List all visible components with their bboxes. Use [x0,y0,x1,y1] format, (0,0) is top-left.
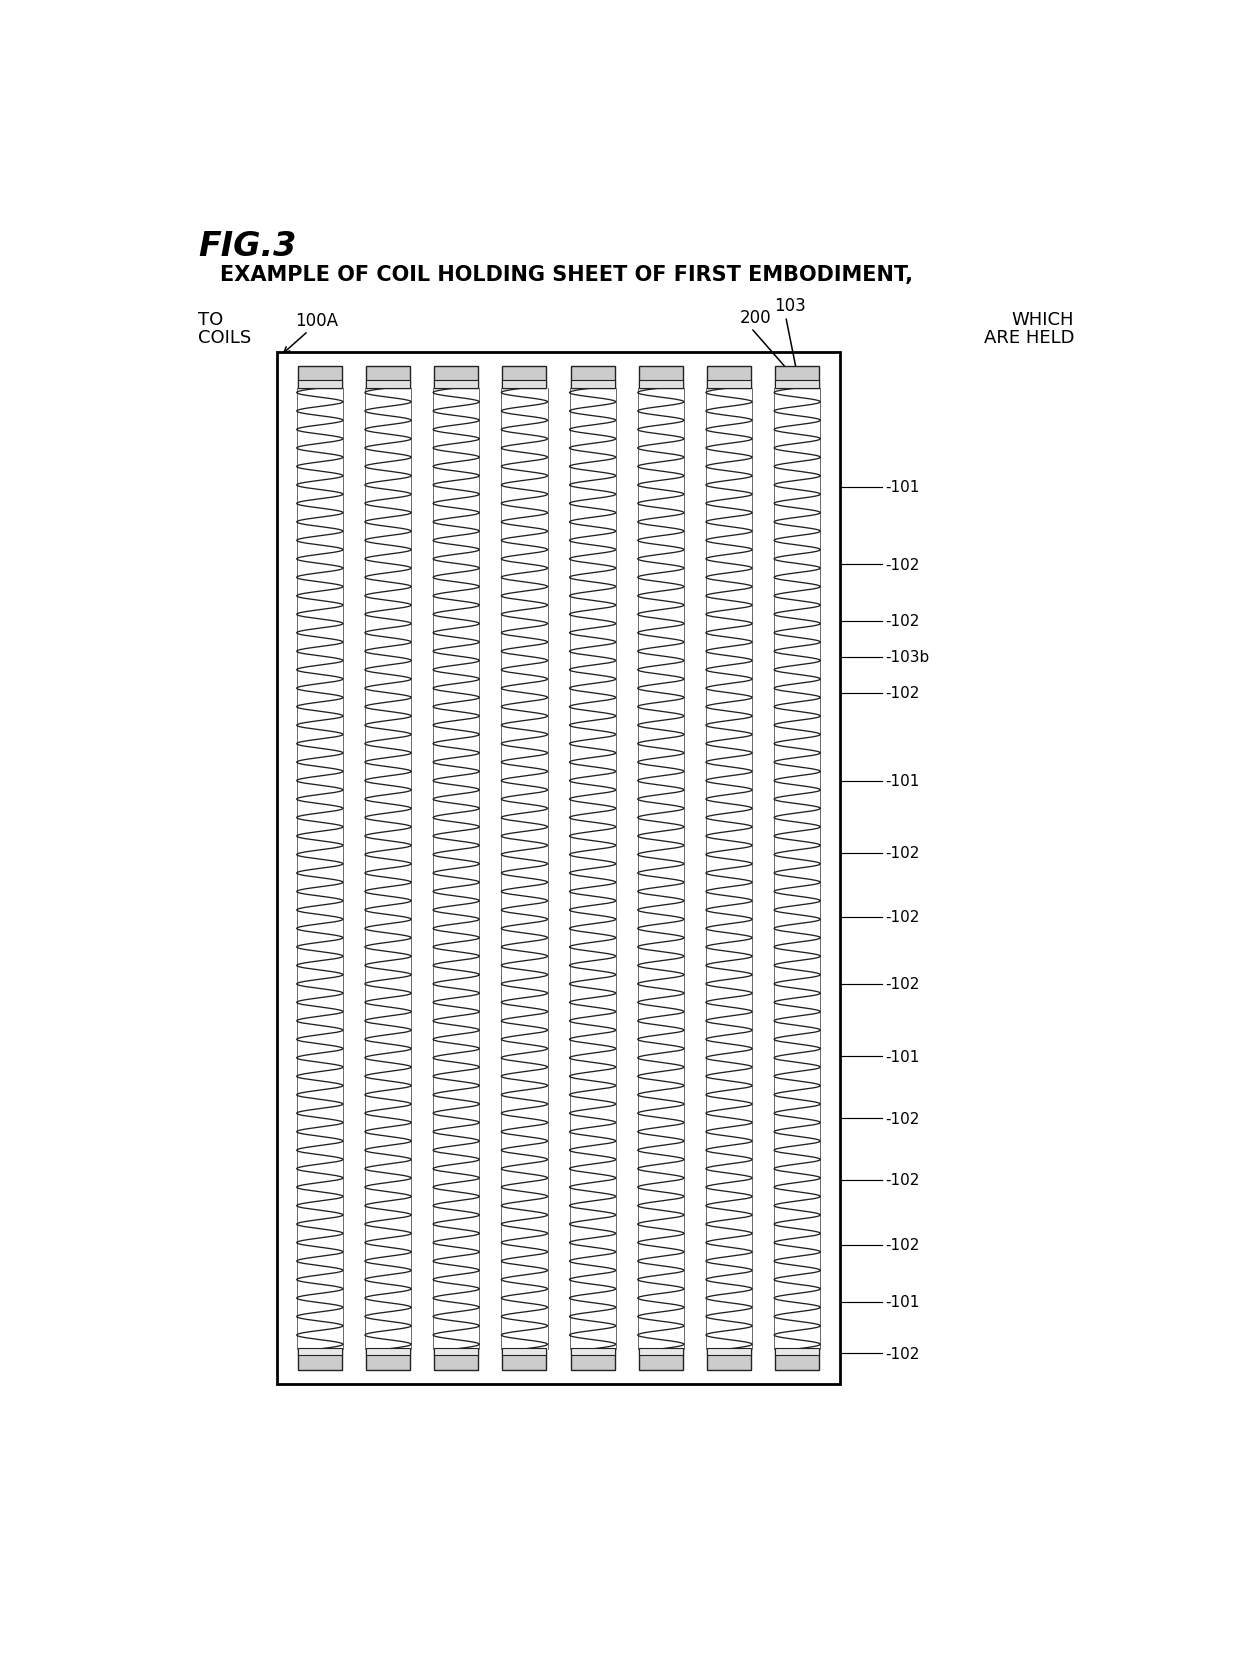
Text: -102: -102 [885,846,920,861]
Bar [298,1349,342,1370]
Text: 200: 200 [740,308,771,326]
FancyBboxPatch shape [570,1347,615,1355]
FancyBboxPatch shape [639,381,683,389]
FancyBboxPatch shape [639,1347,683,1355]
Bar [366,367,410,389]
FancyBboxPatch shape [707,381,751,389]
Text: -102: -102 [885,910,920,925]
FancyBboxPatch shape [775,1347,820,1355]
FancyBboxPatch shape [298,1347,342,1355]
Text: 103: 103 [774,296,806,314]
Bar [775,1349,820,1370]
Text: -103b: -103b [885,650,930,665]
Text: -102: -102 [885,976,920,991]
FancyBboxPatch shape [502,381,547,389]
FancyBboxPatch shape [366,381,410,389]
Text: 100A: 100A [295,313,339,331]
Bar [639,1349,683,1370]
Text: WHICH: WHICH [1012,311,1074,329]
FancyBboxPatch shape [707,1347,751,1355]
FancyBboxPatch shape [570,381,615,389]
Text: -102: -102 [885,558,920,573]
Text: EXAMPLE OF COIL HOLDING SHEET OF FIRST EMBODIMENT,: EXAMPLE OF COIL HOLDING SHEET OF FIRST E… [219,265,913,285]
Text: COILS: COILS [198,329,252,346]
Bar [775,367,820,389]
Bar [434,1349,479,1370]
Bar [298,367,342,389]
Bar [570,367,615,389]
Bar [707,367,751,389]
Text: -101: -101 [885,775,920,789]
Bar [639,367,683,389]
FancyBboxPatch shape [298,381,342,389]
Text: TO: TO [198,311,223,329]
Text: -102: -102 [885,687,920,702]
Bar [707,1349,751,1370]
Bar [502,367,547,389]
FancyBboxPatch shape [502,1347,547,1355]
Text: -101: -101 [885,1294,920,1309]
Text: -101: -101 [885,1049,920,1064]
Text: -102: -102 [885,1238,920,1253]
FancyBboxPatch shape [434,381,479,389]
Text: -102: -102 [885,1346,920,1360]
Bar [366,1349,410,1370]
Bar [434,367,479,389]
Bar [570,1349,615,1370]
Text: -102: -102 [885,614,920,629]
FancyBboxPatch shape [775,381,820,389]
Bar [278,353,839,1385]
Text: -102: -102 [885,1111,920,1125]
FancyBboxPatch shape [434,1347,479,1355]
FancyBboxPatch shape [366,1347,410,1355]
Bar [502,1349,547,1370]
Text: FIG.3: FIG.3 [198,230,296,263]
Text: -101: -101 [885,480,920,495]
Text: -102: -102 [885,1173,920,1188]
Text: ARE HELD: ARE HELD [983,329,1074,346]
